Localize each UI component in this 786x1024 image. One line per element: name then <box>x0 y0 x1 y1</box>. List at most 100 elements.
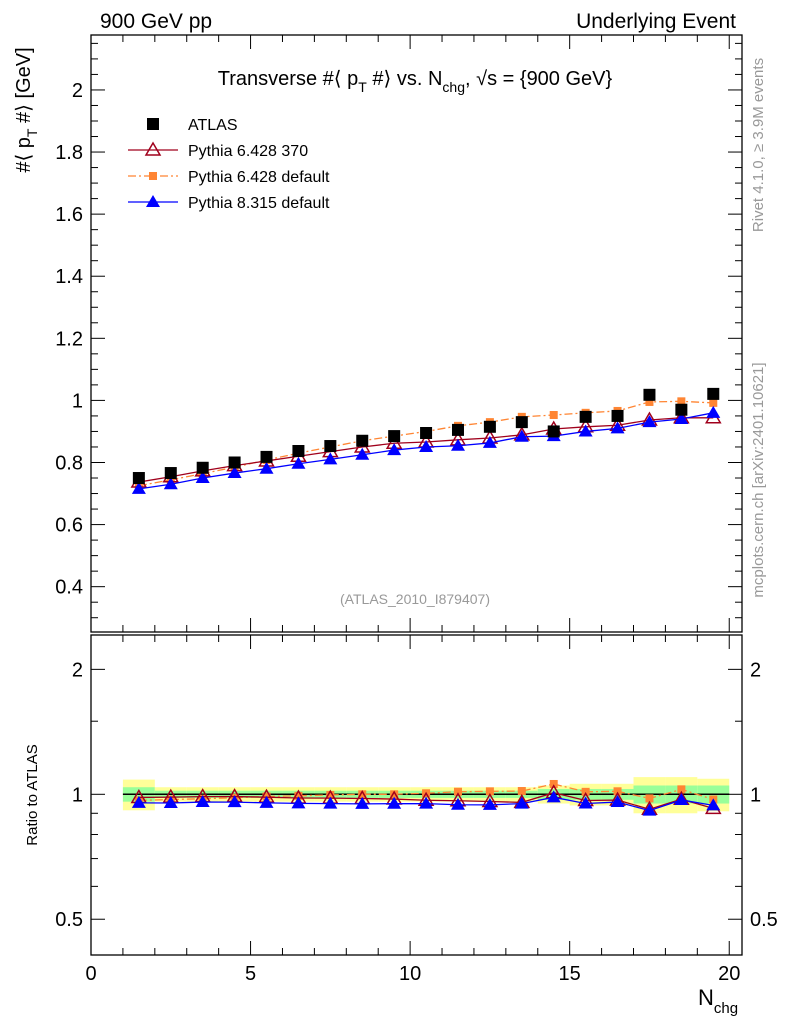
header-right: Underlying Event <box>576 10 736 33</box>
data-point-pythia-8-315-default <box>387 443 402 456</box>
data-point-pythia-8-315-default <box>674 412 689 425</box>
x-tick-label: 0 <box>85 963 96 985</box>
data-point-atlas <box>515 416 528 429</box>
data-point-atlas <box>483 420 496 433</box>
ratio-tick-label-right: 0.5 <box>750 909 778 931</box>
data-point-pythia-8-315-default <box>323 452 338 465</box>
mcplots-label: mcplots.cern.ch [arXiv:2401.10621] <box>750 362 767 597</box>
y-tick-label: 1.6 <box>55 204 83 226</box>
y-axis-label: #⟨ pT #⟩ [GeV] <box>13 47 40 172</box>
chart-title: Transverse #⟨ pT #⟩ vs. Nchg, √s = {900 … <box>218 68 613 95</box>
data-point-atlas <box>579 410 592 423</box>
data-point-atlas <box>420 427 433 439</box>
y-tick-label: 1 <box>72 390 83 412</box>
legend-marker-pythia-6-428-default <box>149 172 157 180</box>
data-point-pythia-8-315-default <box>514 429 529 442</box>
ratio-point-pythia-6-428-default <box>294 791 303 800</box>
ratio-point-pythia-6-428-default <box>453 787 462 796</box>
x-tick-label: 10 <box>399 963 421 985</box>
data-point-pythia-8-315-default <box>610 421 625 434</box>
ratio-tick-label: 1 <box>72 784 83 806</box>
legend-marker-atlas <box>147 118 159 130</box>
ratio-point-pythia-8-315-default <box>578 796 593 809</box>
y-tick-label: 1.8 <box>55 142 83 164</box>
legend-marker-pythia-8-315-default <box>146 195 160 207</box>
x-tick-label: 20 <box>718 963 740 985</box>
data-point-pythia-8-315-default <box>131 481 146 494</box>
y-tick-label: 0.6 <box>55 515 83 537</box>
data-point-pythia-8-315-default <box>195 471 210 484</box>
data-point-atlas <box>196 461 209 474</box>
data-point-pythia-6-428-default <box>677 397 686 406</box>
y-tick-label: 0.4 <box>55 577 83 599</box>
ratio-point-pythia-8-315-default <box>546 790 561 803</box>
data-point-pythia-8-315-default <box>419 439 434 452</box>
data-point-pythia-8-315-default <box>578 424 593 437</box>
data-point-atlas <box>228 456 241 469</box>
x-tick-label: 15 <box>559 963 581 985</box>
ratio-y-axis-label: Ratio to ATLAS <box>24 744 41 845</box>
data-point-atlas <box>260 450 273 463</box>
ratio-point-pythia-8-315-default <box>163 795 178 808</box>
data-point-atlas <box>451 423 464 436</box>
data-point-atlas <box>675 403 688 416</box>
legend-label-pythia-6-428-default: Pythia 6.428 default <box>188 169 330 186</box>
data-point-pythia-8-315-default <box>355 447 370 460</box>
ratio-point-pythia-6-428-default <box>390 790 399 799</box>
ratio-point-pythia-6-428-default <box>326 790 335 799</box>
ratio-point-pythia-8-315-default <box>450 797 465 810</box>
legend-label-atlas: ATLAS <box>188 117 238 134</box>
ratio-point-pythia-8-315-default <box>674 792 689 805</box>
ratio-point-pythia-8-315-default <box>482 797 497 810</box>
ratio-point-pythia-8-315-default <box>131 795 146 808</box>
ratio-point-pythia-6-428-default <box>358 790 367 799</box>
ratio-point-pythia-8-315-default <box>227 795 242 808</box>
ratio-point-pythia-8-315-default <box>259 795 274 808</box>
ratio-point-pythia-8-315-default <box>706 798 721 811</box>
data-point-atlas <box>164 467 177 480</box>
ratio-tick-label: 2 <box>72 659 83 681</box>
main-frame <box>90 34 743 633</box>
x-tick-label: 5 <box>245 963 256 985</box>
ratio-point-pythia-6-428-default <box>645 794 654 803</box>
ratio-point-pythia-8-315-default <box>355 796 370 809</box>
legend-label-pythia-6-428-370: Pythia 6.428 370 <box>188 143 308 160</box>
y-tick-label: 1.2 <box>55 328 83 350</box>
header-left: 900 GeV pp <box>100 10 212 33</box>
data-point-pythia-8-315-default <box>259 461 274 474</box>
ratio-point-pythia-8-315-default <box>291 796 306 809</box>
data-point-pythia-8-315-default <box>706 405 721 418</box>
data-point-pythia-6-428-default <box>709 398 718 407</box>
ratio-point-pythia-6-428-default <box>549 779 558 788</box>
ratio-point-pythia-8-315-default <box>195 795 210 808</box>
ratio-tick-label-right: 2 <box>750 659 761 681</box>
data-point-pythia-8-315-default <box>642 415 657 428</box>
ratio-point-pythia-8-315-default <box>419 796 434 809</box>
rivet-label: Rivet 4.1.0, ≥ 3.9M events <box>750 58 767 232</box>
data-point-atlas <box>356 434 369 447</box>
data-point-pythia-8-315-default <box>291 456 306 469</box>
analysis-label: (ATLAS_2010_I879407) <box>340 591 490 607</box>
ratio-point-pythia-6-428-default <box>485 787 494 796</box>
y-tick-label: 2 <box>72 80 83 102</box>
data-point-atlas <box>547 425 560 438</box>
legend-label-pythia-8-315-default: Pythia 8.315 default <box>188 195 330 212</box>
ratio-point-pythia-6-428-default <box>517 787 526 796</box>
data-point-pythia-8-315-default <box>227 466 242 479</box>
data-point-atlas <box>707 387 720 400</box>
data-point-pythia-8-315-default <box>482 435 497 448</box>
ratio-tick-label-right: 1 <box>750 784 761 806</box>
y-tick-label: 0.8 <box>55 452 83 474</box>
data-point-pythia-8-315-default <box>450 438 465 451</box>
ratio-point-pythia-6-428-default <box>613 787 622 796</box>
ratio-point-pythia-8-315-default <box>610 795 625 808</box>
legend-marker-pythia-6-428-370 <box>144 141 162 156</box>
ratio-frame <box>90 634 743 956</box>
ratio-point-pythia-8-315-default <box>642 803 657 816</box>
ratio-point-pythia-8-315-default <box>514 796 529 809</box>
data-point-pythia-8-315-default <box>163 477 178 490</box>
data-point-pythia-6-428-default <box>549 410 558 419</box>
ratio-point-pythia-8-315-default <box>387 796 402 809</box>
